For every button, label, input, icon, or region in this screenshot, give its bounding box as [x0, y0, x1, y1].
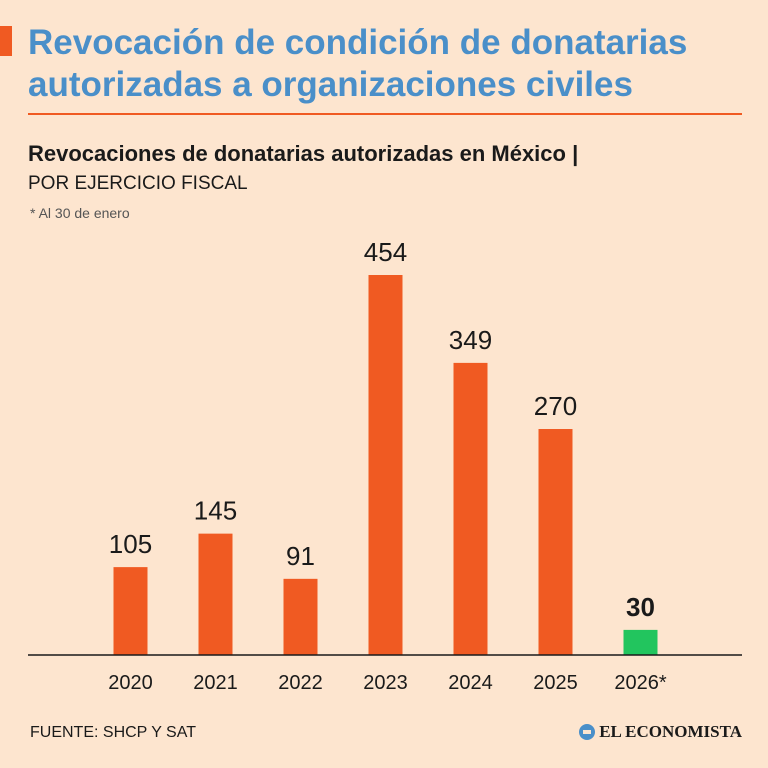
data-label-2021: 145: [194, 496, 237, 526]
bar-2020: [113, 567, 148, 655]
brand-logo: EL ECONOMISTA: [579, 722, 742, 742]
bar-2021: [198, 533, 233, 655]
title-divider: [28, 113, 742, 115]
chart-subtitle-secondary: POR EJERCICIO FISCAL: [28, 173, 248, 194]
bar-2023: [368, 275, 403, 655]
bar-2024: [453, 362, 488, 655]
x-tick-label-2024: 2024: [448, 672, 493, 694]
data-label-2023: 454: [364, 237, 407, 267]
title-accent-bar: [0, 26, 12, 56]
x-tick-label-2021: 2021: [193, 672, 238, 694]
data-label-2024: 349: [449, 325, 492, 355]
x-tick-label-2023: 2023: [363, 672, 408, 694]
data-label-2026: 30: [626, 592, 655, 622]
x-tick-label-2022: 2022: [278, 672, 323, 694]
data-label-2022: 91: [286, 541, 315, 571]
x-tick-label-2025: 2025: [533, 672, 578, 694]
x-tick-label-2026: 2026*: [614, 672, 666, 694]
data-label-2020: 105: [109, 529, 152, 559]
chart-subtitle: Revocaciones de donatarias autorizadas e…: [28, 141, 579, 166]
source-note: FUENTE: SHCP Y SAT: [30, 724, 196, 741]
brand-name: EL ECONOMISTA: [599, 722, 742, 741]
page-title: Revocación de condición de donatarias au…: [28, 23, 688, 104]
bar-2022: [283, 578, 318, 655]
bar-2025: [538, 429, 573, 655]
brand-icon: [579, 724, 596, 740]
x-tick-label-2020: 2020: [108, 672, 153, 694]
data-label-2025: 270: [534, 391, 577, 421]
chart-footnote: * Al 30 de enero: [30, 205, 130, 221]
bar-2026: [623, 629, 658, 655]
